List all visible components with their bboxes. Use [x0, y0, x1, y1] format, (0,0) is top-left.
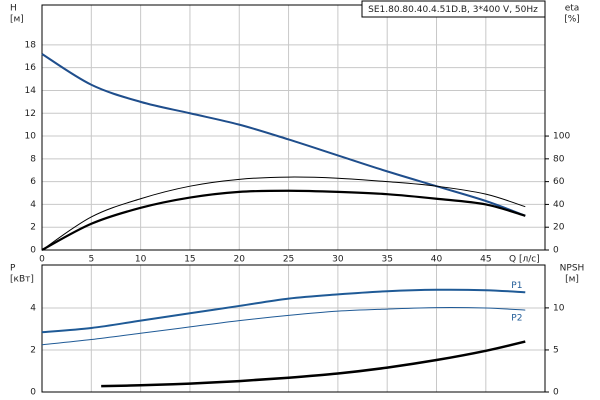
series-line: [41, 307, 526, 346]
y2-tick-label: 0: [553, 246, 559, 256]
x-tick-label: 25: [283, 255, 294, 265]
y-tick-label: 10: [25, 132, 37, 142]
y-tick-label: 14: [25, 86, 37, 96]
x-tick-label: 20: [234, 255, 246, 265]
x-tick-label: 40: [431, 255, 443, 265]
y-axis-label: [м]: [10, 15, 24, 25]
y2-tick-label: 10: [553, 303, 565, 313]
series-line: [41, 288, 526, 334]
chart-title: SE1.80.80.40.4.51D.B, 3*400 V, 50Hz: [368, 5, 538, 15]
y-tick-label: 4: [30, 200, 36, 210]
y2-axis-label: eta: [565, 4, 580, 14]
y-tick-label: 18: [25, 40, 37, 50]
y-axis-label: [кВт]: [10, 275, 34, 285]
y-axis-label: P: [10, 264, 16, 274]
x-tick-label: 0: [39, 255, 45, 265]
y-tick-label: 0: [30, 388, 36, 398]
x-tick-label: 15: [184, 255, 195, 265]
y2-tick-label: 20: [553, 223, 565, 233]
y-tick-label: 16: [25, 63, 37, 73]
y2-axis-label: [%]: [564, 15, 580, 25]
y2-axis-label: [м]: [565, 275, 579, 285]
y2-tick-label: 60: [553, 177, 565, 187]
series-line: [41, 53, 526, 217]
y-tick-label: 4: [30, 304, 36, 314]
y2-tick-label: 80: [553, 154, 565, 164]
y-tick-label: 2: [30, 346, 36, 356]
x-tick-label: 10: [135, 255, 147, 265]
series-line: [101, 340, 526, 388]
y2-tick-label: 40: [553, 200, 565, 210]
y-axis-label: H: [10, 4, 17, 14]
series-line: [41, 189, 526, 251]
x-tick-label: 5: [88, 255, 94, 265]
y-tick-label: 2: [30, 223, 36, 233]
y2-tick-label: 100: [553, 132, 570, 142]
y-tick-label: 6: [30, 177, 36, 187]
x-tick-label: 30: [332, 255, 344, 265]
x-tick-label: 45: [480, 255, 491, 265]
y2-tick-label: 0: [553, 388, 559, 398]
series-line: [41, 176, 526, 251]
y-tick-label: 12: [25, 109, 36, 119]
x-tick-label: 35: [381, 255, 392, 265]
x-axis-label: Q [л/с]: [509, 255, 540, 265]
plot-frame: [41, 4, 546, 251]
series-label: P2: [511, 314, 522, 324]
series-label: P1: [511, 281, 522, 291]
title-box: [361, 0, 546, 18]
y2-tick-label: 5: [553, 345, 559, 355]
y2-axis-label: NPSH: [560, 264, 585, 274]
y-tick-label: 8: [30, 154, 36, 164]
y-tick-label: 0: [30, 246, 36, 256]
plot-frame: [41, 264, 546, 393]
